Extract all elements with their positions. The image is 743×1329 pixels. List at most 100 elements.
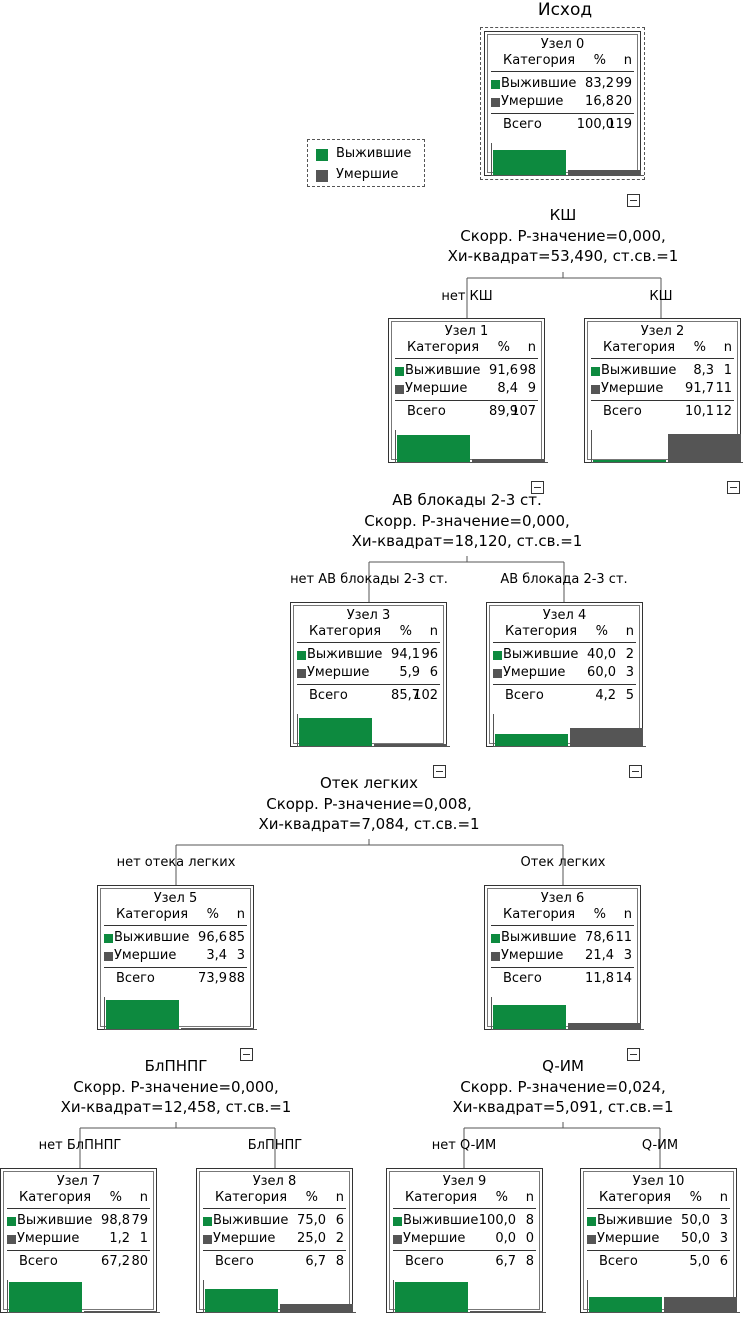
node-bar-chart [297, 714, 450, 747]
divider [491, 113, 634, 114]
collapse-toggle-icon[interactable] [627, 1048, 640, 1061]
total-percent: 5,0 [689, 1254, 710, 1269]
total-label: Всего [407, 404, 446, 419]
total-count: 88 [228, 971, 245, 986]
split-chi: Хи-квадрат=7,084, ст.св.=1 [258, 815, 480, 833]
died-color-square [297, 669, 306, 678]
percent-value: 83,2 [585, 76, 614, 91]
table-row: Умершие 50,0 3 [587, 1231, 732, 1247]
node-bar-chart [104, 997, 257, 1030]
edge-label-pulmonary-edema: Отек легких [520, 855, 606, 870]
category-label: Выжившие [597, 1213, 673, 1228]
edge-label-av-block: АВ блокада 2-3 ст. [500, 572, 628, 587]
total-count: 5 [625, 688, 634, 703]
table-row: Умершие 0,0 0 [393, 1231, 538, 1247]
category-label: Умершие [503, 665, 566, 680]
survived-bar [395, 1282, 468, 1312]
percent-value: 96,6 [198, 930, 227, 945]
collapse-toggle-icon[interactable] [627, 194, 640, 207]
node-bar-chart [493, 714, 646, 747]
count-value: 85 [228, 930, 245, 945]
died-color-square [203, 1235, 212, 1244]
tree-node[interactable]: Узел 2 Категория% n Выжившие 8,3 1 Умершие 91,7… [584, 318, 743, 463]
tree-node[interactable]: Узел 3 Категория% n Выжившие 94,1 96 Умершие 5,… [290, 602, 450, 747]
died-color-square [491, 952, 500, 961]
node-bar-chart [393, 1280, 546, 1313]
survived-color-square [491, 80, 500, 89]
divider [7, 1250, 150, 1251]
count-value: 11 [615, 930, 632, 945]
node-title: Узел 9 [442, 1174, 487, 1189]
total-label: Всего [503, 117, 542, 132]
split-p-value: Скорр. P-значение=0,000, [364, 511, 570, 530]
column-header-percent: % [595, 624, 608, 639]
total-label: Всего [599, 1254, 638, 1269]
total-percent: 89,9 [489, 404, 518, 419]
table-header-row: Категория% n [104, 907, 249, 923]
category-label: Выжившие [503, 647, 579, 662]
count-value: 1 [139, 1231, 148, 1246]
died-color-square [393, 1235, 402, 1244]
percent-value: 1,2 [109, 1231, 130, 1246]
category-label: Выжившие [213, 1213, 289, 1228]
column-header-category: Категория [215, 1190, 288, 1205]
died-color-square [591, 385, 600, 394]
died-color-square [395, 385, 404, 394]
collapse-toggle-icon[interactable] [531, 481, 544, 494]
split-variable: Q-ИМ [542, 1057, 584, 1075]
total-label: Всего [309, 688, 348, 703]
column-header-percent: % [399, 624, 412, 639]
percent-value: 0,0 [495, 1231, 516, 1246]
edge-label-q-mi: Q-ИМ [641, 1138, 679, 1153]
total-row: Всего 100,0 119 [491, 117, 636, 133]
tree-node[interactable]: Узел 6 Категория% n Выжившие 78,6 11 Умершие 21… [484, 885, 644, 1030]
split-variable: БлПНПГ [144, 1057, 208, 1075]
divider [395, 358, 538, 359]
percent-value: 5,9 [399, 665, 420, 680]
tree-node[interactable]: Узел 10 Категория% n Выжившие 50,0 3 Умершие 50… [580, 1168, 740, 1313]
table-row: Выжившие 8,3 1 [591, 363, 736, 379]
survived-color-square [587, 1217, 596, 1226]
tree-node[interactable]: Узел 7 Категория% n Выжившие 98,8 79 Умершие 1,… [0, 1168, 160, 1313]
column-header-category: Категория [503, 53, 576, 68]
split-label: БлПНПГ Скорр. P-значение=0,000, Хи-квадрат… [16, 1056, 336, 1118]
count-value: 3 [625, 665, 634, 680]
column-header-n: n [623, 53, 632, 68]
collapse-toggle-icon[interactable] [727, 481, 740, 494]
edge-label-ksh: КШ [649, 289, 673, 304]
category-label: Умершие [307, 665, 370, 680]
table-header-row: Категория% n [203, 1190, 348, 1206]
total-row: Всего 85,7 102 [297, 688, 442, 704]
column-header-category: Категория [603, 340, 676, 355]
collapse-toggle-icon[interactable] [629, 765, 642, 778]
split-p-value: Скорр. P-значение=0,000, [73, 1077, 279, 1096]
table-row: Выжившие 94,1 96 [297, 647, 442, 663]
percent-value: 25,0 [297, 1231, 326, 1246]
tree-node[interactable]: Узел 9 Категория% n Выжившие 100,0 8 Умершие 0,… [386, 1168, 546, 1313]
collapse-toggle-icon[interactable] [240, 1048, 253, 1061]
column-header-percent: % [593, 907, 606, 922]
tree-node[interactable]: Узел 5 Категория% n Выжившие 96,6 85 Умершие 3,… [97, 885, 257, 1030]
survived-bar [593, 460, 666, 462]
table-header-row: Категория% n [491, 907, 636, 923]
table-row: Умершие 91,7 11 [591, 381, 736, 397]
collapse-toggle-icon[interactable] [433, 765, 446, 778]
survived-color-square [7, 1217, 16, 1226]
divider [297, 642, 440, 643]
tree-node[interactable]: Узел 4 Категория% n Выжившие 40,0 2 Умершие 60,… [486, 602, 646, 747]
tree-node[interactable]: Узел 1 Категория% n Выжившие 91,6 98 Умершие 8,… [388, 318, 548, 463]
tree-node[interactable]: Узел 0 Категория% n Выжившие 83,2 99 Умершие 16… [480, 27, 645, 180]
percent-value: 78,6 [585, 930, 614, 945]
split-chi: Хи-квадрат=12,458, ст.св.=1 [60, 1098, 292, 1116]
table-row: Умершие 21,4 3 [491, 948, 636, 964]
table-header-row: Категория% n [491, 53, 636, 69]
count-value: 96 [421, 647, 438, 662]
survived-color-square [395, 367, 404, 376]
column-header-percent: % [497, 340, 510, 355]
legend-swatch-died [316, 170, 328, 182]
divider [203, 1250, 346, 1251]
legend-swatch-survived [316, 149, 328, 161]
table-header-row: Категория% n [297, 624, 442, 640]
percent-value: 21,4 [585, 948, 614, 963]
tree-node[interactable]: Узел 8 Категория% n Выжившие 75,0 6 Умершие 25,… [196, 1168, 356, 1313]
